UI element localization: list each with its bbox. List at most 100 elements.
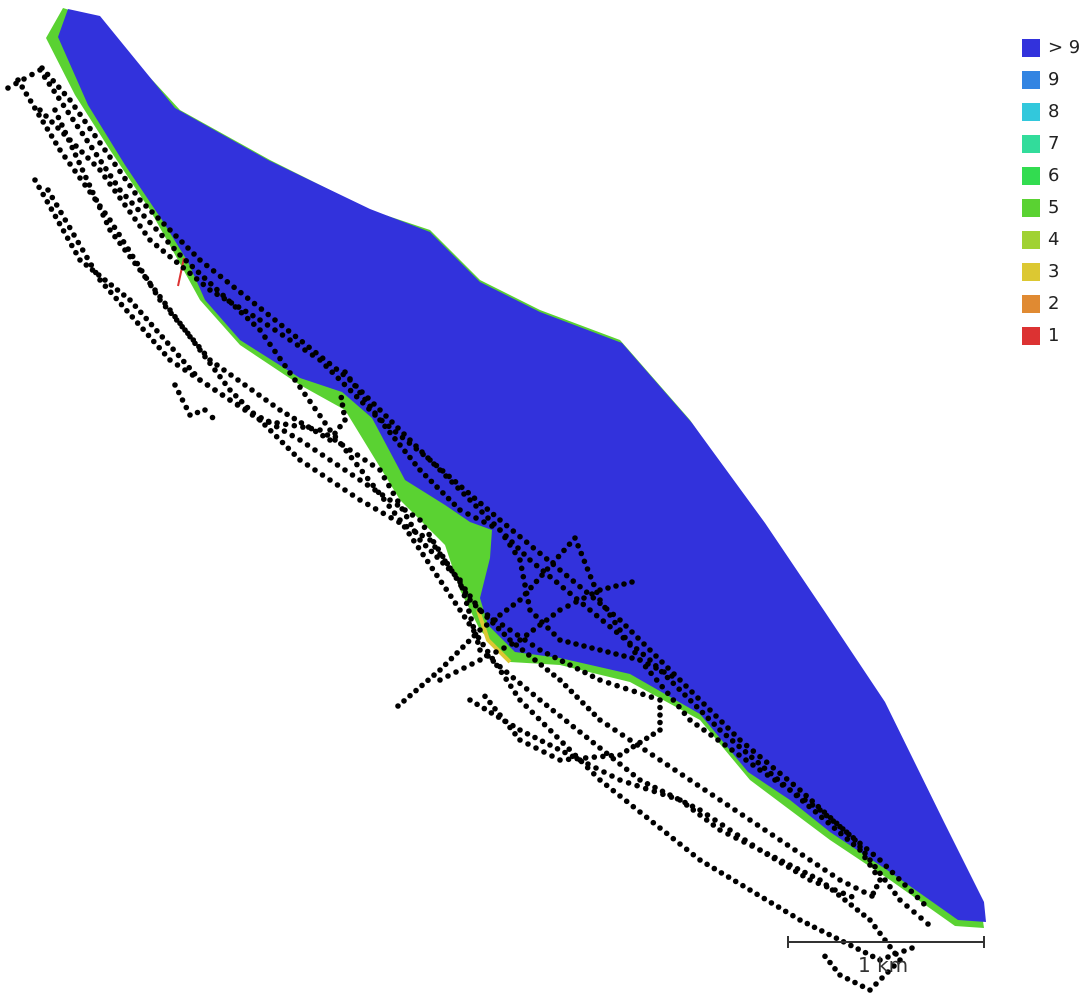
track-dot	[661, 669, 667, 675]
track-dot	[386, 482, 392, 489]
track-dot	[304, 462, 311, 468]
track-dot	[342, 417, 348, 423]
track-dot	[233, 393, 239, 399]
track-dot	[565, 603, 571, 609]
track-dot	[629, 655, 635, 661]
track-dot	[640, 691, 646, 698]
track-dot	[832, 966, 838, 972]
track-dot	[457, 507, 463, 513]
track-dot	[401, 698, 407, 704]
track-dot	[911, 909, 917, 915]
track-dot	[717, 727, 723, 733]
track-dot	[103, 219, 110, 226]
legend-label: 4	[1048, 229, 1060, 250]
track-dot	[541, 721, 548, 728]
track-dot	[79, 149, 85, 155]
track-dot	[477, 647, 483, 653]
track-dot	[437, 677, 443, 683]
track-dot	[814, 862, 821, 868]
track-dot	[299, 339, 306, 345]
track-dot	[668, 794, 675, 800]
track-dot	[422, 542, 429, 549]
track-dot	[510, 528, 517, 534]
track-dot	[877, 857, 883, 863]
track-dot	[297, 437, 303, 443]
track-dot	[517, 727, 523, 733]
track-dot	[334, 462, 341, 468]
track-dot	[517, 737, 523, 743]
track-dot	[533, 613, 539, 619]
track-dot	[690, 851, 697, 858]
track-dot	[465, 511, 471, 517]
track-dot	[843, 829, 850, 835]
track-dot	[809, 802, 816, 808]
legend-item-7: 7	[1022, 128, 1088, 160]
track-dot	[357, 389, 363, 396]
track-dot	[848, 893, 855, 900]
track-dot	[585, 761, 591, 767]
track-dot	[258, 306, 265, 312]
track-dot	[717, 827, 723, 833]
legend: > 9 9 8 7 6 5 4 3 2 1	[1022, 32, 1088, 352]
track-dot	[123, 193, 129, 200]
track-dot	[853, 885, 859, 891]
track-dot	[657, 712, 663, 718]
track-dot	[244, 315, 251, 322]
track-dot	[523, 686, 530, 692]
track-dot	[770, 765, 777, 771]
track-dot	[83, 262, 90, 268]
track-dot	[141, 213, 147, 219]
track-dot	[349, 472, 356, 478]
track-dot	[584, 566, 591, 572]
track-dot	[137, 267, 143, 273]
track-dot	[891, 963, 897, 969]
track-dot	[503, 522, 510, 529]
track-dot	[750, 748, 757, 754]
track-dot	[650, 731, 657, 737]
track-dot	[901, 948, 907, 954]
track-dot	[837, 877, 843, 883]
track-dot	[892, 950, 898, 957]
track-dot	[64, 235, 71, 241]
track-dot	[231, 284, 237, 291]
track-dot	[317, 357, 323, 363]
legend-label: 2	[1048, 293, 1060, 314]
track-dot	[251, 321, 257, 328]
track-dot	[337, 423, 343, 430]
track-dot	[242, 308, 249, 315]
track-dot	[192, 340, 198, 347]
track-dot	[439, 468, 446, 474]
track-dot	[434, 554, 440, 560]
track-dot	[877, 957, 883, 963]
track-dot	[568, 688, 575, 695]
track-dot	[537, 697, 543, 703]
track-dot	[543, 617, 550, 623]
track-dot	[161, 221, 167, 227]
track-dot	[629, 579, 635, 585]
track-dot	[630, 803, 637, 810]
track-dot	[113, 295, 119, 302]
track-dot	[287, 337, 293, 343]
track-dot	[672, 767, 678, 773]
track-dot	[424, 558, 431, 565]
track-dot	[341, 409, 347, 416]
track-dot	[613, 583, 619, 589]
track-dot	[597, 717, 603, 723]
track-dot	[36, 112, 42, 118]
track-dot	[79, 130, 86, 137]
track-dot	[617, 777, 623, 783]
track-dot	[683, 802, 690, 808]
track-dot	[725, 874, 732, 880]
track-dot	[320, 432, 326, 439]
track-dot	[44, 71, 51, 78]
track-dot	[354, 452, 361, 458]
legend-label: 3	[1048, 261, 1060, 282]
track-dot	[857, 840, 863, 847]
track-dot	[461, 491, 467, 497]
track-dot	[300, 424, 306, 430]
track-dot	[613, 651, 619, 657]
track-dot	[872, 863, 878, 870]
track-dot	[578, 550, 585, 557]
track-dot	[478, 500, 484, 507]
track-dot	[607, 612, 613, 618]
